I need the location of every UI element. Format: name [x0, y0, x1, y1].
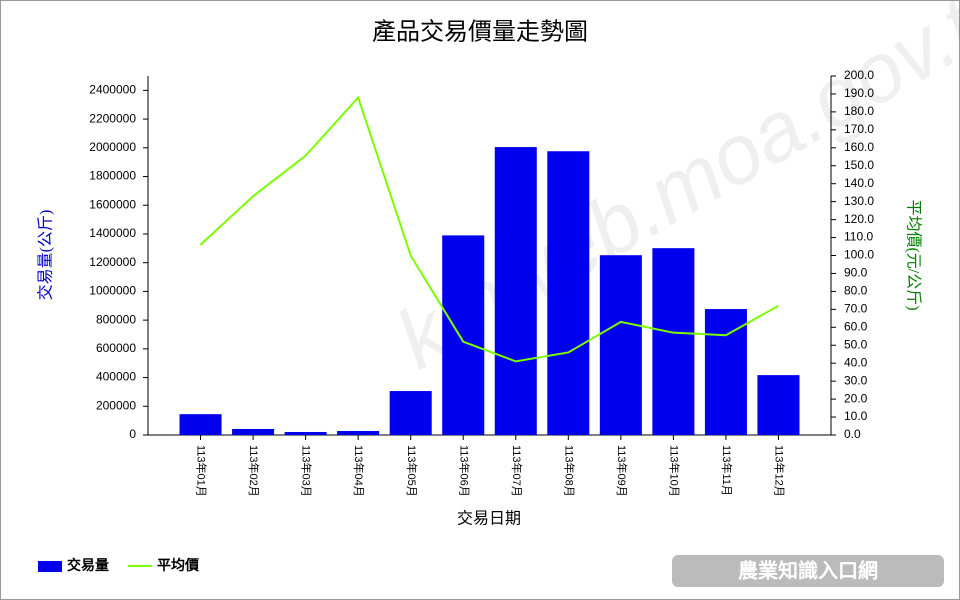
y-tick-label: 1600000 [89, 197, 136, 211]
y-tick-label: 400000 [96, 370, 136, 384]
x-tick-label: 113年05月 [405, 445, 419, 497]
x-tick-label: 113年10月 [667, 445, 681, 497]
chart-title: 產品交易價量走勢圖 [372, 19, 588, 46]
legend-label: 平均價 [157, 557, 200, 574]
x-axis-label: 交易日期 [457, 510, 521, 528]
y2-tick-label: 110.0 [844, 230, 873, 244]
y2-tick-label: 90.0 [844, 266, 868, 280]
x-tick-label: 113年06月 [457, 445, 471, 497]
legend-swatch [38, 561, 62, 572]
x-tick-label: 113年01月 [195, 445, 209, 497]
y2-tick-label: 0.0 [844, 427, 861, 441]
y2-tick-label: 40.0 [844, 355, 868, 369]
y2-tick-label: 130.0 [844, 194, 874, 208]
bar [337, 430, 380, 435]
x-tick-label: 113年08月 [562, 445, 576, 497]
y2-tick-label: 150.0 [844, 158, 874, 172]
logo: 農業知識入口網 [738, 558, 878, 582]
x-tick-label: 113年12月 [773, 445, 787, 497]
x-tick-label: 113年07月 [510, 445, 524, 497]
x-tick-label: 113年09月 [615, 445, 629, 497]
y2-tick-label: 20.0 [844, 391, 868, 405]
bar [442, 235, 485, 435]
bar [232, 428, 275, 435]
bar [652, 248, 695, 435]
y2-tick-label: 50.0 [844, 337, 868, 351]
bar [599, 255, 642, 435]
y-tick-label: 800000 [96, 312, 136, 326]
y2-tick-label: 170.0 [844, 122, 874, 136]
bar [704, 309, 747, 435]
bar [389, 391, 432, 435]
line [199, 95, 779, 363]
x-tick-label: 113年02月 [247, 445, 261, 497]
y-tick-label: 1800000 [89, 169, 136, 183]
y2-tick-label: 100.0 [844, 248, 874, 262]
y2-tick-label: 30.0 [844, 373, 868, 387]
y-axis-label: 交易量(公斤) [37, 210, 55, 301]
y2-axis-label: 平均價(元/公斤) [904, 199, 922, 310]
y-tick-label: 2400000 [89, 83, 136, 97]
legend-label: 交易量 [67, 557, 109, 574]
x-tick-label: 113年04月 [352, 445, 366, 497]
y-tick-label: 0 [129, 427, 136, 441]
y2-tick-label: 190.0 [844, 86, 874, 100]
y2-tick-label: 80.0 [844, 284, 868, 298]
y2-tick-label: 70.0 [844, 302, 868, 316]
y2-tick-label: 10.0 [844, 409, 868, 423]
y-tick-label: 600000 [96, 341, 136, 355]
bar [179, 414, 222, 435]
y2-tick-label: 60.0 [844, 319, 868, 333]
y-tick-label: 200000 [96, 398, 136, 412]
y2-tick-label: 120.0 [844, 212, 874, 226]
y2-tick-label: 180.0 [844, 104, 874, 118]
y2-tick-label: 200.0 [844, 68, 874, 82]
x-tick-label: 113年03月 [300, 445, 314, 497]
bar [757, 375, 800, 435]
logo-box [672, 555, 944, 587]
y-tick-label: 1200000 [89, 255, 136, 269]
x-tick-label: 113年11月 [720, 445, 734, 496]
bar [547, 151, 590, 435]
bar [494, 147, 537, 435]
bar [284, 431, 327, 435]
y2-tick-label: 160.0 [844, 140, 874, 154]
y-tick-label: 2000000 [89, 140, 136, 154]
y-tick-label: 2200000 [89, 111, 136, 125]
y2-tick-label: 140.0 [844, 176, 874, 190]
y-tick-label: 1000000 [89, 284, 136, 298]
y-tick-label: 1400000 [89, 226, 136, 240]
